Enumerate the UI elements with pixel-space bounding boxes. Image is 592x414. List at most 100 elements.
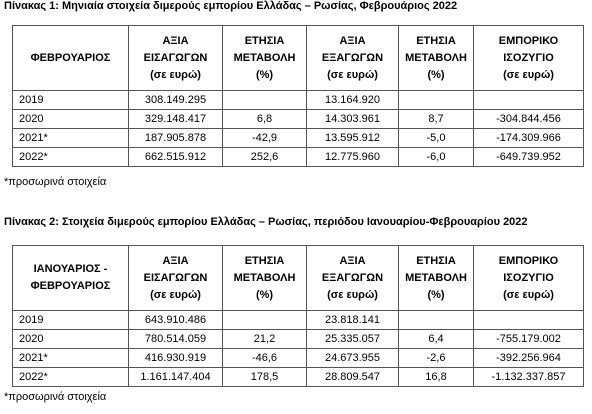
row-label: 2021* — [12, 348, 129, 368]
header-line: ΑΞΙΑ — [162, 34, 189, 47]
table-title: Πίνακας 2: Στοιχεία διμερούς εμπορίου Ελ… — [4, 216, 528, 228]
cell: 13.595.912 — [306, 128, 399, 148]
header-line: ΕΞΑΓΩΓΩΝ — [321, 51, 384, 64]
header-line: (σε ευρώ) — [503, 68, 554, 81]
data-row: 2022* 662.515.912 252,6 12.775.960 -6,0 -649.… — [12, 147, 584, 167]
header-line: ΕΜΠΟΡΙΚΟ — [498, 34, 559, 47]
header-line: ΕΙΣΑΓΩΓΩΝ — [143, 51, 208, 64]
cell: 6,8 — [222, 109, 307, 129]
data-row: 2021* 187.905.878 -42,9 13.595.912 -5,0 -174.… — [12, 128, 584, 148]
table-title: Πίνακας 1: Μηνιαία στοιχεία διμερούς εμπ… — [4, 0, 458, 12]
row-label: 2019 — [12, 310, 129, 330]
cell: 12.775.960 — [306, 147, 399, 167]
cell — [222, 310, 307, 330]
header-cell: ΑΞΙΑ ΕΙΣΑΓΩΓΩΝ (σε ευρώ) — [128, 25, 223, 91]
cell: 1.161.147.404 — [128, 367, 223, 387]
header-cell: ΕΤΗΣΙΑ ΜΕΤΑΒΟΛΗ (%) — [222, 25, 307, 91]
cell: -5,0 — [398, 128, 474, 148]
header-line: (σε ευρώ) — [327, 288, 378, 301]
header-line: ΕΙΣΑΓΩΓΩΝ — [143, 271, 208, 284]
row-label: 2021* — [12, 128, 129, 148]
header-line: ΙΣΟΖΥΓΙΟ — [503, 51, 554, 64]
header-row: ΦΕΒΡΟΥΑΡΙΟΣ ΑΞΙΑ ΕΙΣΑΓΩΓΩΝ (σε ευρώ) ΕΤΗΣΙΑ Μ… — [12, 25, 584, 91]
row-label: 2019 — [12, 90, 129, 110]
header-line: ΦΕΒΡΟΥΑΡΙΟΣ — [30, 280, 111, 292]
row-label: 2020 — [12, 109, 129, 129]
header-cell: ΕΤΗΣΙΑ ΜΕΤΑΒΟΛΗ (%) — [398, 25, 474, 91]
header-cell: ΕΤΗΣΙΑ ΜΕΤΑΒΟΛΗ (%) — [222, 245, 307, 311]
cell — [473, 90, 584, 110]
cell: 187.905.878 — [128, 128, 223, 148]
header-cell: ΕΜΠΟΡΙΚΟ ΙΣΟΖΥΓΙΟ (σε ευρώ) — [473, 245, 584, 311]
header-cell: ΑΞΙΑ ΕΞΑΓΩΓΩΝ (σε ευρώ) — [306, 25, 399, 91]
cell: 643.910.486 — [128, 310, 223, 330]
cell: 16,8 — [398, 367, 474, 387]
row-label: 2020 — [12, 329, 129, 349]
cell — [398, 310, 474, 330]
cell: 780.514.059 — [128, 329, 223, 349]
data-table: ΙΑΝΟΥΑΡΙΟΣ - ΦΕΒΡΟΥΑΡΙΟΣ ΑΞΙΑ ΕΙΣΑΓΩΓΩΝ (σε … — [12, 245, 584, 387]
data-row: 2020 329.148.417 6,8 14.303.961 8,7 -304.844.… — [12, 109, 584, 129]
header-line: ΙΣΟΖΥΓΙΟ — [503, 271, 554, 284]
header-cell: ΑΞΙΑ ΕΞΑΓΩΓΩΝ (σε ευρώ) — [306, 245, 399, 311]
header-line: (%) — [255, 288, 274, 301]
data-row: 2021* 416.930.919 -46,6 24.673.955 -2,6 -392.… — [12, 348, 584, 368]
header-line: ΕΤΗΣΙΑ — [244, 254, 285, 267]
cell: -1.132.337.857 — [473, 367, 584, 387]
cell: 6,4 — [398, 329, 474, 349]
header-line: ΜΕΤΑΒΟΛΗ — [405, 271, 467, 284]
cell: 416.930.919 — [128, 348, 223, 368]
data-row: 2020 780.514.059 21,2 25.335.057 6,4 -755.179… — [12, 329, 584, 349]
cell: -392.256.964 — [473, 348, 584, 368]
cell: 329.148.417 — [128, 109, 223, 129]
cell: 13.164.920 — [306, 90, 399, 110]
cell — [222, 90, 307, 110]
cell: -46,6 — [222, 348, 307, 368]
cell: 23.818.141 — [306, 310, 399, 330]
cell — [398, 90, 474, 110]
header-line: (σε ευρώ) — [503, 288, 554, 301]
row-label: 2022* — [12, 147, 129, 167]
header-line: (σε ευρώ) — [150, 68, 201, 81]
header-line: ΕΤΗΣΙΑ — [244, 34, 285, 47]
cell: -174.309.966 — [473, 128, 584, 148]
data-row: 2019 643.910.486 23.818.141 — [12, 310, 584, 330]
cell: 14.303.961 — [306, 109, 399, 129]
header-cell: ΕΤΗΣΙΑ ΜΕΤΑΒΟΛΗ (%) — [398, 245, 474, 311]
header-line: ΦΕΒΡΟΥΑΡΙΟΣ — [30, 51, 111, 64]
header-line: ΜΕΤΑΒΟΛΗ — [233, 51, 296, 64]
header-cell: ΕΜΠΟΡΙΚΟ ΙΣΟΖΥΓΙΟ (σε ευρώ) — [473, 25, 584, 91]
cell — [473, 310, 584, 330]
header-line: ΑΞΙΑ — [339, 254, 366, 267]
header-line: (%) — [255, 68, 274, 81]
header-cell: ΙΑΝΟΥΑΡΙΟΣ - ΦΕΒΡΟΥΑΡΙΟΣ — [12, 245, 129, 311]
cell: -755.179.002 — [473, 329, 584, 349]
data-row: 2019 308.149.295 13.164.920 — [12, 90, 584, 110]
header-cell: ΑΞΙΑ ΕΙΣΑΓΩΓΩΝ (σε ευρώ) — [128, 245, 223, 311]
header-line: ΑΞΙΑ — [162, 254, 189, 267]
header-line: ΕΜΠΟΡΙΚΟ — [498, 254, 559, 267]
cell: -2,6 — [398, 348, 474, 368]
cell: 8,7 — [398, 109, 474, 129]
cell: 24.673.955 — [306, 348, 399, 368]
header-line: ΜΕΤΑΒΟΛΗ — [233, 271, 296, 284]
header-line: ΕΤΗΣΙΑ — [416, 34, 456, 47]
header-cell: ΦΕΒΡΟΥΑΡΙΟΣ — [12, 25, 129, 91]
cell: 662.515.912 — [128, 147, 223, 167]
data-table: ΦΕΒΡΟΥΑΡΙΟΣ ΑΞΙΑ ΕΙΣΑΓΩΓΩΝ (σε ευρώ) ΕΤΗΣΙΑ Μ… — [12, 25, 584, 167]
cell: 308.149.295 — [128, 90, 223, 110]
header-line: ΙΑΝΟΥΑΡΙΟΣ - — [33, 263, 108, 275]
row-label: 2022* — [12, 367, 129, 387]
cell: -649.739.952 — [473, 147, 584, 167]
header-line: ΕΤΗΣΙΑ — [416, 254, 456, 267]
footnote: *προσωρινά στοιχεία — [4, 391, 107, 403]
cell: 28.809.547 — [306, 367, 399, 387]
cell: 21,2 — [222, 329, 307, 349]
header-line: (σε ευρώ) — [150, 288, 201, 301]
cell: 25.335.057 — [306, 329, 399, 349]
header-line: (%) — [427, 68, 445, 81]
data-row: 2022* 1.161.147.404 178,5 28.809.547 16,8 -1.… — [12, 367, 584, 387]
cell: -6,0 — [398, 147, 474, 167]
header-line: (σε ευρώ) — [327, 68, 378, 81]
